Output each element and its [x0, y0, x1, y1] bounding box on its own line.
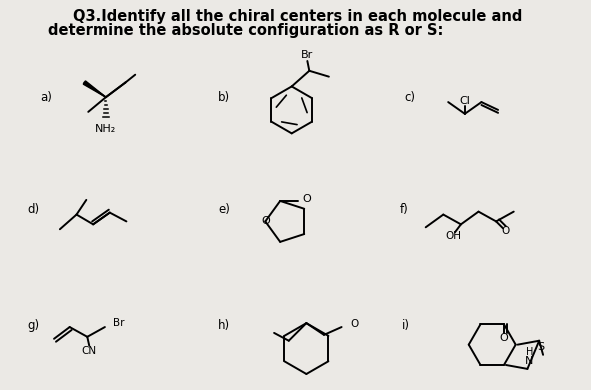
Text: f): f)	[400, 203, 408, 216]
Text: S: S	[538, 342, 545, 352]
Text: i): i)	[402, 319, 410, 332]
Text: d): d)	[28, 203, 40, 216]
Text: Q3.Identify all the chiral centers in each molecule and: Q3.Identify all the chiral centers in ea…	[73, 9, 522, 25]
Text: e): e)	[218, 203, 230, 216]
Text: O: O	[303, 194, 311, 204]
Text: OH: OH	[445, 231, 461, 241]
Text: Cl: Cl	[459, 96, 470, 106]
Text: O: O	[350, 319, 359, 329]
Polygon shape	[83, 81, 106, 97]
Text: determine the absolute configuration as R or S:: determine the absolute configuration as …	[48, 23, 443, 38]
Text: O: O	[261, 216, 269, 227]
Text: O: O	[502, 226, 510, 236]
Text: Br: Br	[113, 318, 124, 328]
Text: g): g)	[28, 319, 40, 332]
Text: NH₂: NH₂	[95, 124, 116, 135]
Text: c): c)	[404, 91, 415, 104]
Text: H: H	[525, 347, 533, 357]
Text: b): b)	[218, 91, 230, 104]
Text: Br: Br	[301, 50, 313, 60]
Text: h): h)	[218, 319, 230, 332]
Text: a): a)	[40, 91, 52, 104]
Text: N: N	[525, 356, 534, 366]
Text: O: O	[499, 333, 508, 343]
Text: CN: CN	[82, 346, 97, 356]
